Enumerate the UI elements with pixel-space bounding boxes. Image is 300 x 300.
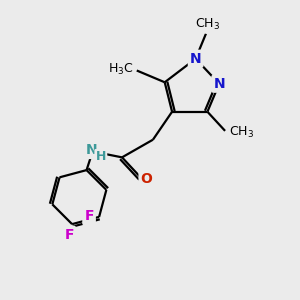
Text: CH$_3$: CH$_3$ xyxy=(195,17,220,32)
Text: F: F xyxy=(64,228,74,242)
Text: F: F xyxy=(84,209,94,223)
Text: N: N xyxy=(85,143,97,157)
Text: CH$_3$: CH$_3$ xyxy=(229,125,254,140)
Text: N: N xyxy=(213,77,225,91)
Text: O: O xyxy=(140,172,152,186)
Text: H: H xyxy=(96,150,106,163)
Text: N: N xyxy=(190,52,202,66)
Text: H$_3$C: H$_3$C xyxy=(108,61,133,76)
